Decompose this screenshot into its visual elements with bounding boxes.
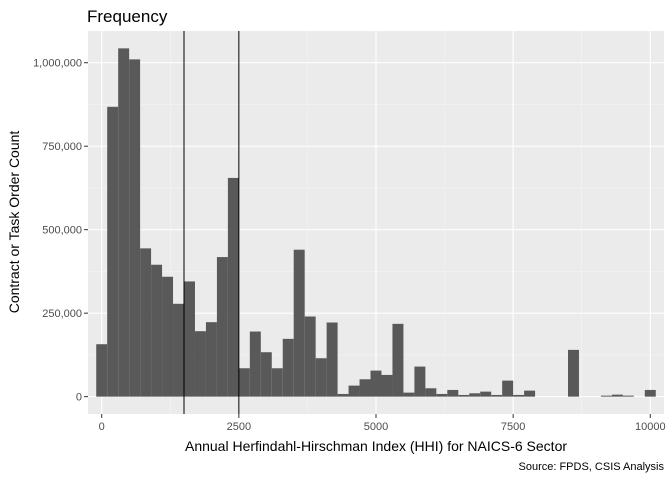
histogram-bar bbox=[447, 389, 459, 397]
x-axis-title: Annual Herfindahl-Hirschman Index (HHI) … bbox=[185, 438, 567, 454]
histogram-bar bbox=[644, 389, 656, 397]
histogram-bar bbox=[107, 106, 119, 397]
histogram-bar bbox=[414, 366, 426, 397]
histogram-bar bbox=[118, 48, 130, 397]
histogram-bar bbox=[524, 390, 536, 397]
histogram-bar bbox=[622, 395, 634, 397]
histogram-bar bbox=[304, 316, 316, 397]
histogram-bar bbox=[315, 358, 327, 397]
histogram-bar bbox=[282, 338, 294, 397]
histogram-bar bbox=[249, 331, 261, 397]
histogram-bar bbox=[513, 394, 525, 397]
histogram-bar bbox=[205, 322, 217, 397]
histogram-bar bbox=[370, 370, 382, 397]
x-tick-label: 2500 bbox=[227, 421, 251, 433]
reference-lines bbox=[183, 31, 240, 414]
y-axis-title: Contract or Task Order Count bbox=[6, 131, 22, 314]
histogram-bar bbox=[238, 368, 250, 397]
histogram-bar bbox=[96, 344, 108, 397]
histogram-bar bbox=[403, 392, 415, 397]
histogram-bar bbox=[271, 368, 283, 397]
histogram-bar bbox=[151, 264, 163, 397]
histogram-bar bbox=[392, 323, 404, 397]
histogram-bar bbox=[469, 393, 481, 397]
histogram-bar bbox=[480, 391, 492, 397]
histogram-bar bbox=[216, 257, 228, 397]
histogram-bar bbox=[337, 393, 349, 397]
y-tick-label: 1,000,000 bbox=[33, 58, 82, 70]
y-tick-label: 750,000 bbox=[42, 141, 82, 153]
histogram-bar bbox=[173, 303, 184, 397]
chart-title: Frequency bbox=[87, 7, 168, 26]
y-tick-label: 0 bbox=[76, 392, 82, 404]
y-tick-label: 500,000 bbox=[42, 225, 82, 237]
histogram-bar bbox=[260, 352, 272, 397]
histogram-bar bbox=[359, 379, 371, 397]
histogram-bar bbox=[348, 385, 360, 397]
histogram-bar bbox=[326, 322, 338, 397]
histogram-bar bbox=[436, 393, 448, 397]
histogram-bar bbox=[184, 281, 195, 397]
histogram-bar bbox=[194, 331, 206, 397]
y-tick-label: 250,000 bbox=[42, 308, 82, 320]
histogram-bar bbox=[381, 374, 393, 397]
x-axis: 0 2500 5000 7500 10000 bbox=[99, 414, 666, 433]
histogram-bar bbox=[129, 59, 141, 397]
histogram-bar bbox=[611, 394, 623, 397]
x-tick-label: 7500 bbox=[501, 421, 525, 433]
x-tick-label: 10000 bbox=[635, 421, 666, 433]
histogram-bar bbox=[568, 349, 579, 397]
histogram-bar bbox=[293, 249, 305, 397]
histogram-bar bbox=[140, 248, 152, 397]
bars bbox=[96, 48, 656, 397]
histogram-bar bbox=[458, 394, 470, 397]
y-axis: 0 250,000 500,000 750,000 1,000,000 bbox=[33, 58, 88, 404]
histogram-bar bbox=[491, 394, 503, 397]
x-tick-label: 5000 bbox=[364, 421, 388, 433]
histogram-bar bbox=[162, 276, 174, 397]
histogram-bar bbox=[425, 388, 437, 397]
caption: Source: FPDS, CSIS Analysis bbox=[519, 461, 665, 473]
histogram-bar bbox=[227, 177, 239, 397]
x-tick-label: 0 bbox=[99, 421, 105, 433]
histogram-bar bbox=[502, 380, 514, 397]
histogram-bar bbox=[600, 395, 612, 397]
